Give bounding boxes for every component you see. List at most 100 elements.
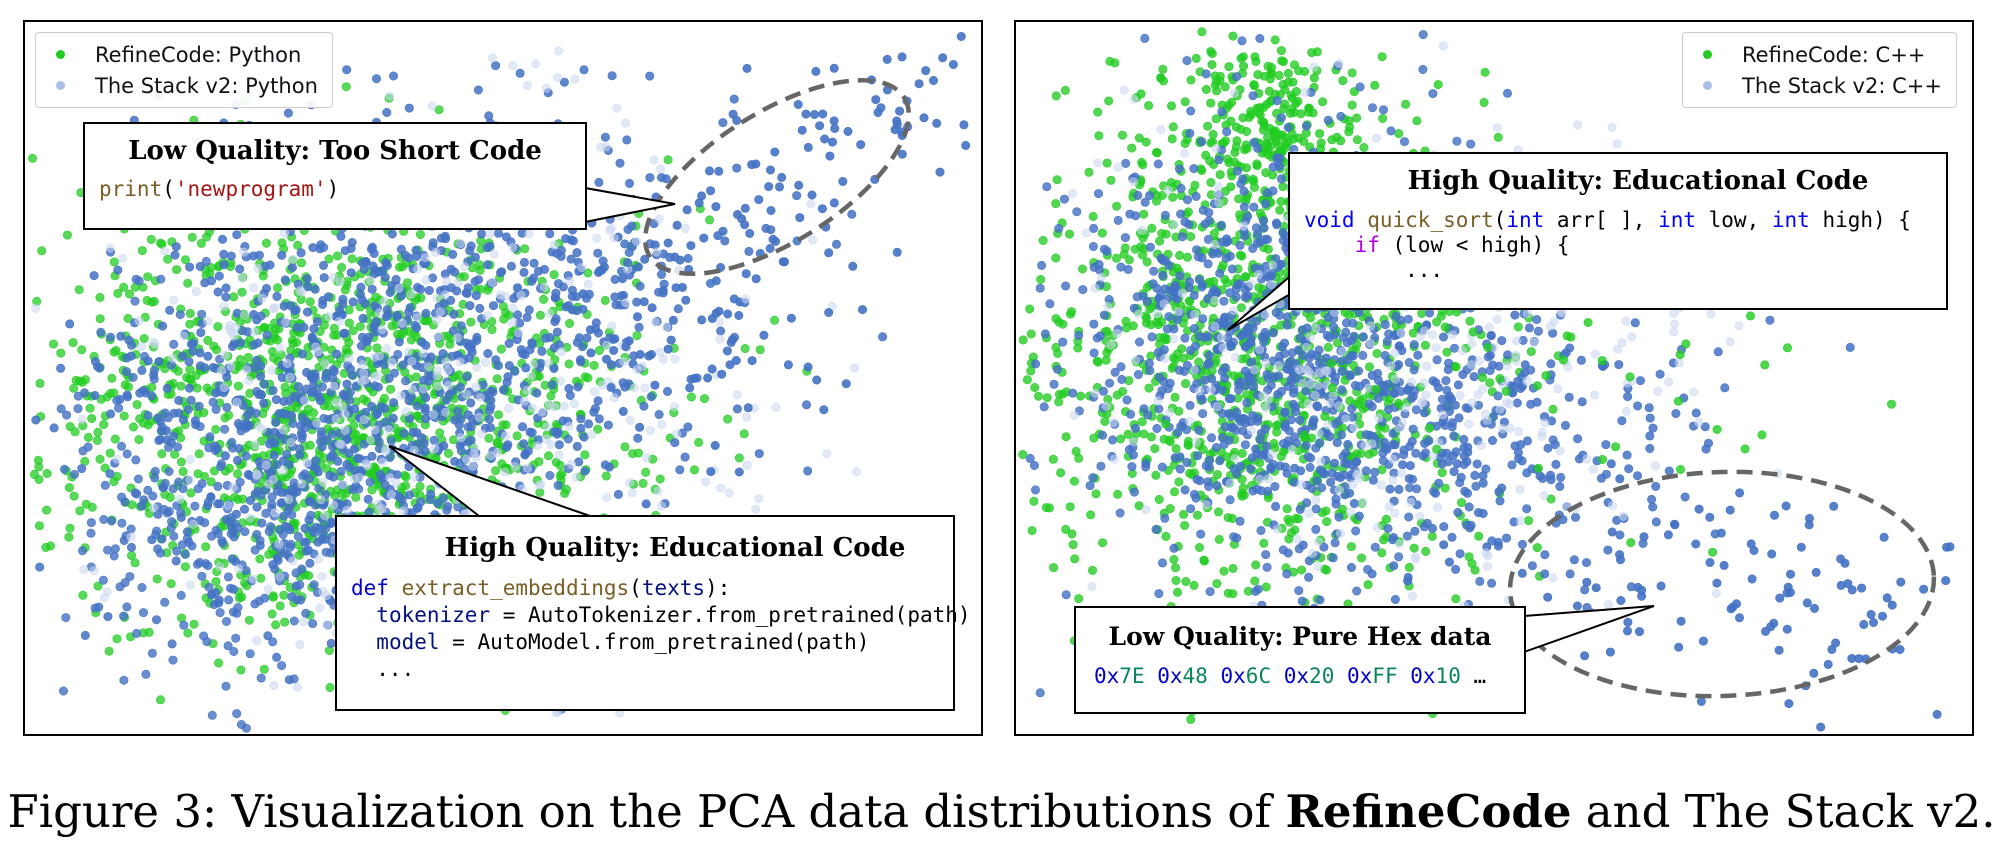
stack-v2-point — [811, 66, 821, 76]
stack-v2-point — [366, 244, 376, 254]
stack-v2-point — [334, 316, 344, 326]
stack-v2-point — [279, 301, 289, 311]
refinecode-point — [1174, 477, 1184, 487]
stack-v2-point — [766, 225, 776, 235]
refinecode-point — [1074, 453, 1084, 463]
stack-v2-point — [466, 398, 476, 408]
refinecode-point — [1364, 362, 1374, 372]
stack-v2-point — [645, 173, 655, 183]
refinecode-point — [1242, 390, 1252, 400]
stack-v2-point — [336, 439, 346, 449]
refinecode-point — [600, 295, 610, 305]
stack-v2-point — [1350, 380, 1360, 390]
stack-v2-point — [646, 425, 656, 435]
stack-v2-point — [90, 603, 100, 613]
refinecode-point — [1116, 434, 1126, 444]
refinecode-point — [1088, 211, 1098, 221]
stack-v2-point — [718, 118, 728, 128]
stack-v2-point — [163, 413, 173, 423]
stack-v2-point — [681, 295, 691, 305]
stack-v2-point — [519, 396, 529, 406]
refinecode-point — [1112, 201, 1122, 211]
stack-v2-point — [112, 396, 122, 406]
refinecode-point — [1352, 135, 1362, 145]
refinecode-point — [92, 435, 102, 445]
stack-v2-point — [365, 435, 375, 445]
legend-marker-green — [56, 50, 65, 59]
stack-v2-point — [759, 330, 769, 340]
stack-v2-point — [487, 277, 497, 287]
refinecode-point — [74, 285, 84, 295]
stack-v2-point — [154, 435, 164, 445]
stack-v2-point — [178, 484, 188, 494]
refinecode-point — [1278, 79, 1288, 89]
stack-v2-point — [79, 564, 89, 574]
stack-v2-point — [669, 402, 679, 412]
refinecode-point — [1300, 66, 1310, 76]
refinecode-point — [1437, 468, 1447, 478]
stack-v2-point — [396, 391, 406, 401]
stack-v2-point — [1182, 457, 1192, 467]
stack-v2-point — [622, 135, 632, 145]
refinecode-point — [183, 278, 193, 288]
stack-v2-point — [103, 612, 113, 622]
stack-v2-point — [252, 386, 262, 396]
refinecode-point — [1061, 524, 1071, 534]
refinecode-point — [1137, 417, 1147, 427]
callout-title: High Quality: Educational Code — [444, 533, 906, 563]
stack-v2-point — [510, 462, 520, 472]
stack-v2-point — [302, 274, 312, 284]
stack-v2-point — [496, 268, 506, 278]
stack-v2-point — [1367, 402, 1377, 412]
stack-v2-point — [240, 504, 250, 514]
stack-v2-point — [117, 518, 127, 528]
stack-v2-point — [203, 351, 213, 361]
stack-v2-point — [433, 332, 443, 342]
refinecode-point — [555, 471, 565, 481]
stack-v2-point — [671, 283, 681, 293]
refinecode-point — [1199, 556, 1209, 566]
stack-v2-point — [152, 615, 162, 625]
stack-v2-point — [526, 371, 536, 381]
stack-v2-point — [722, 346, 732, 356]
refinecode-point — [401, 472, 411, 482]
stack-v2-point — [200, 363, 210, 373]
refinecode-point — [1168, 122, 1178, 132]
stack-v2-point — [89, 271, 99, 281]
refinecode-point — [275, 601, 285, 611]
refinecode-point — [1215, 170, 1225, 180]
stack-v2-point — [272, 291, 282, 301]
stack-v2-point — [185, 454, 195, 464]
refinecode-point — [393, 329, 403, 339]
stack-v2-point — [612, 103, 622, 113]
stack-v2-point — [250, 489, 260, 499]
stack-v2-point — [1394, 552, 1404, 562]
stack-v2-point — [675, 465, 685, 475]
refinecode-point — [256, 573, 266, 583]
stack-v2-point — [309, 324, 319, 334]
stack-v2-point — [856, 140, 866, 150]
stack-v2-point — [233, 418, 243, 428]
stack-v2-point — [309, 528, 319, 538]
refinecode-point — [56, 348, 66, 358]
stack-v2-point — [627, 221, 637, 231]
stack-v2-point — [213, 499, 223, 509]
stack-v2-point — [96, 327, 106, 337]
stack-v2-point — [440, 290, 450, 300]
stack-v2-point — [289, 478, 299, 488]
refinecode-point — [434, 105, 444, 115]
refinecode-point — [1270, 35, 1280, 45]
stack-v2-point — [806, 199, 816, 209]
stack-v2-point — [115, 582, 125, 592]
stack-v2-point — [1058, 337, 1068, 347]
refinecode-point — [1169, 353, 1179, 363]
stack-v2-point — [345, 364, 355, 374]
refinecode-point — [119, 282, 129, 292]
refinecode-point — [1377, 52, 1387, 62]
stack-v2-point — [127, 340, 137, 350]
refinecode-point — [1214, 507, 1224, 517]
refinecode-point — [1372, 348, 1382, 358]
stack-v2-point — [162, 383, 172, 393]
refinecode-point — [430, 455, 440, 465]
refinecode-point — [1186, 714, 1196, 724]
